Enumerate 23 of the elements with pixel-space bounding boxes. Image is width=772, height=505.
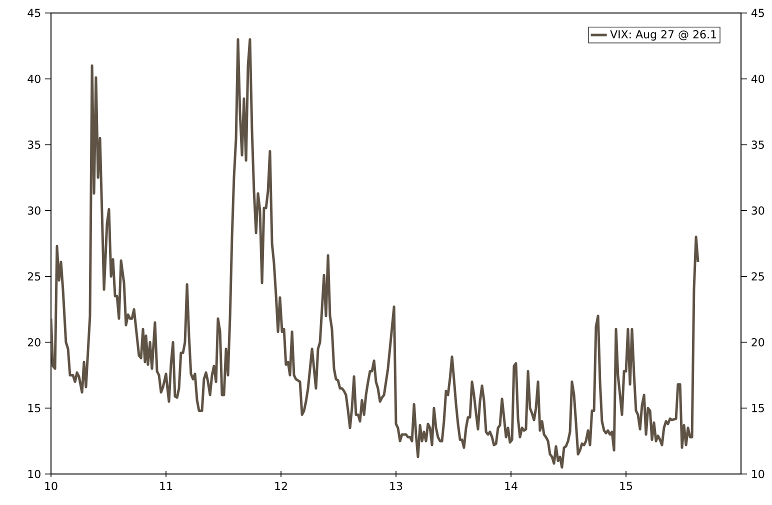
y2-tick-label: 10 bbox=[752, 470, 764, 478]
y2-tick-label: 35 bbox=[752, 140, 764, 149]
x-tick-label: 14 bbox=[505, 482, 518, 490]
legend-label: VIX: Aug 27 @ 26.1 bbox=[610, 30, 716, 41]
y-tick-label: 45 bbox=[28, 8, 40, 18]
y2-tick-label: 30 bbox=[752, 206, 764, 215]
y-tick-label: 10 bbox=[28, 470, 40, 478]
y-tick-label: 25 bbox=[28, 272, 40, 281]
x-tick-label: 11 bbox=[160, 482, 172, 490]
y2-tick-label: 40 bbox=[751, 74, 764, 84]
y-tick-label: 15 bbox=[28, 404, 40, 412]
y2-tick-label: 20 bbox=[752, 338, 764, 346]
y2-tick-label: 15 bbox=[752, 404, 764, 412]
x-tick-label: 13 bbox=[390, 482, 402, 490]
y2-tick-label: 25 bbox=[752, 272, 764, 281]
y-tick-label: 35 bbox=[28, 140, 40, 149]
y-tick-label: 30 bbox=[28, 206, 40, 215]
y-tick-label: 20 bbox=[28, 338, 40, 346]
x-tick-label: 12 bbox=[275, 482, 287, 490]
x-tick-label: 10 bbox=[45, 482, 58, 490]
y-tick-label: 40 bbox=[28, 74, 40, 84]
y2-tick-label: 45 bbox=[751, 8, 764, 18]
x-tick-label: 15 bbox=[620, 482, 632, 490]
